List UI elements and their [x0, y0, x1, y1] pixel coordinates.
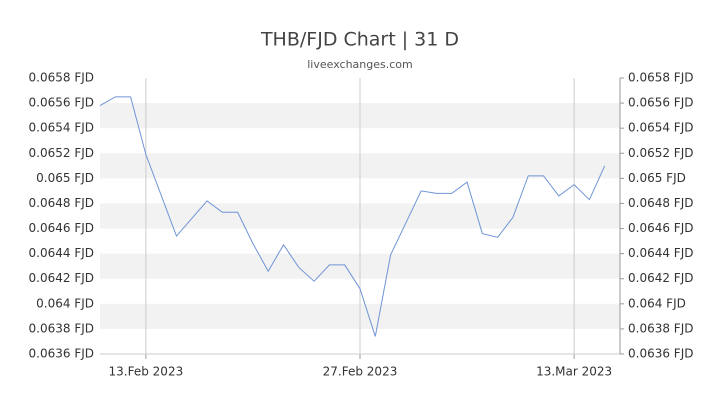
y2-tick-label: 0.0638 FJD: [628, 321, 693, 335]
y2-tick-label: 0.0636 FJD: [628, 347, 693, 361]
y-tick-label: 0.0652 FJD: [29, 146, 94, 160]
y-tick-label: 0.0654 FJD: [29, 121, 94, 135]
y2-tick-label: 0.0648 FJD: [628, 196, 693, 210]
y-tick-label: 0.0642 FJD: [29, 271, 94, 285]
x-tick-label: 13.Mar 2023: [536, 365, 612, 379]
y-tick-label: 0.0656 FJD: [29, 96, 94, 110]
y2-tick-label: 0.0644 FJD: [628, 246, 693, 260]
chart-title: THB/FJD Chart | 31 D: [260, 29, 459, 51]
line-series: [99, 96, 606, 337]
y2-tick-label: 0.0654 FJD: [628, 121, 693, 135]
y-tick-label: 0.064 FJD: [36, 296, 94, 310]
y2-tick-label: 0.0656 FJD: [628, 96, 693, 110]
y-tick-label: 0.0658 FJD: [29, 71, 94, 85]
y2-tick-label: 0.0642 FJD: [628, 271, 693, 285]
y-tick-label: 0.0644 FJD: [29, 246, 94, 260]
x-tick-label: 13.Feb 2023: [109, 365, 184, 379]
y-tick-label: 0.0636 FJD: [29, 347, 94, 361]
y-tick-label: 0.065 FJD: [36, 171, 94, 185]
y-tick-label: 0.0638 FJD: [29, 321, 94, 335]
x-tick-label: 27.Feb 2023: [323, 365, 398, 379]
y2-tick-label: 0.064 FJD: [628, 296, 686, 310]
y2-tick-label: 0.065 FJD: [628, 171, 686, 185]
chart-subtitle: liveexchanges.com: [307, 58, 412, 71]
y-tick-label: 0.0648 FJD: [29, 196, 94, 210]
y2-tick-label: 0.0658 FJD: [628, 71, 693, 85]
y2-tick-label: 0.0646 FJD: [628, 221, 693, 235]
y-tick-label: 0.0646 FJD: [29, 221, 94, 235]
y2-tick-label: 0.0652 FJD: [628, 146, 693, 160]
